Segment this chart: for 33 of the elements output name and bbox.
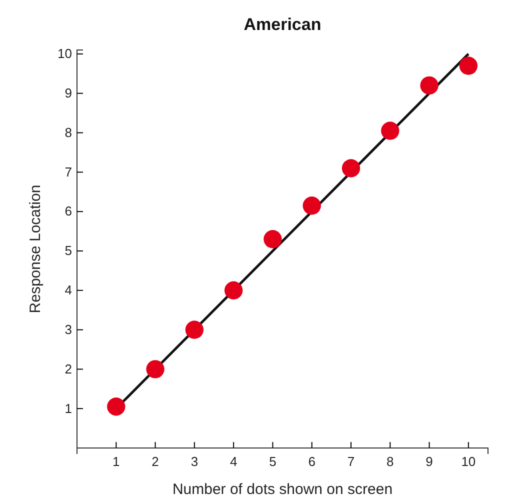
x-tick-label: 7: [347, 454, 355, 470]
x-tick-label: 4: [230, 454, 238, 470]
point: [342, 159, 360, 178]
y-tick-label: 6: [64, 204, 72, 219]
y-tick-label: 5: [64, 243, 72, 258]
y-tick-label: 2: [64, 361, 72, 376]
y-axis-title: Response Location: [27, 184, 44, 314]
x-tick-label: 9: [426, 454, 433, 470]
chart-title: American: [244, 15, 322, 34]
y-tick-label: 9: [64, 86, 72, 101]
point: [420, 76, 438, 95]
x-tick-label: 6: [308, 454, 316, 470]
point: [146, 360, 164, 378]
point: [459, 56, 478, 75]
point: [224, 281, 243, 300]
x-tick-label: 10: [461, 454, 476, 470]
y-tick-label: 3: [64, 322, 72, 337]
x-tick-label: 8: [386, 454, 394, 470]
point: [107, 398, 126, 416]
y-tick-label: 4: [64, 282, 72, 298]
y-tick-label: 1: [64, 400, 72, 416]
point: [302, 196, 321, 215]
x-tick-label: 1: [112, 454, 120, 470]
x-axis-title: Number of dots shown on screen: [172, 481, 393, 498]
point: [264, 230, 282, 248]
point: [381, 122, 400, 140]
x-tick-label: 3: [190, 454, 198, 470]
x-tick-label: 5: [269, 454, 276, 470]
y-tick-label: 8: [64, 124, 72, 140]
y-tick-label: 7: [64, 164, 72, 180]
x-tick-label: 2: [152, 454, 159, 470]
y-tick-label: 10: [58, 46, 72, 62]
point: [185, 320, 204, 339]
